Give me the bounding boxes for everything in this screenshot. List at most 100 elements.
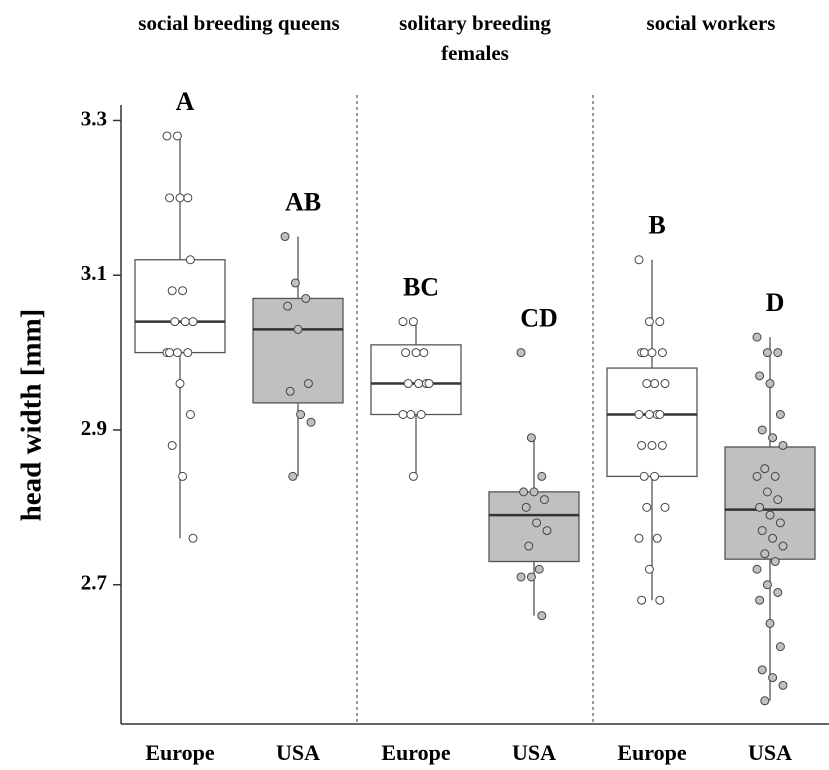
data-point <box>167 440 177 450</box>
data-point <box>647 348 657 358</box>
data-point <box>542 526 552 536</box>
data-point <box>180 317 190 327</box>
data-point <box>534 564 544 574</box>
data-point <box>398 410 408 419</box>
data-point <box>519 487 529 497</box>
data-point <box>770 471 780 481</box>
data-point <box>185 410 195 419</box>
data-point <box>411 348 421 358</box>
y-tick-label: 3.3 <box>81 106 107 130</box>
data-point <box>183 193 193 203</box>
data-point <box>778 541 788 551</box>
data-point <box>755 595 765 605</box>
data-point <box>172 348 182 358</box>
data-point <box>416 410 426 419</box>
data-point <box>537 611 547 621</box>
data-point <box>773 587 783 597</box>
data-point <box>775 642 785 652</box>
data-point <box>765 618 775 628</box>
data-point <box>521 502 531 512</box>
data-point <box>775 518 785 528</box>
data-point <box>634 533 644 543</box>
data-point <box>778 440 788 450</box>
data-point <box>762 580 772 590</box>
data-point <box>639 348 649 358</box>
data-point <box>288 471 298 481</box>
data-point <box>424 379 434 389</box>
data-point <box>162 131 172 141</box>
data-point <box>757 665 767 675</box>
data-point <box>765 510 775 520</box>
data-point <box>280 232 290 242</box>
data-point <box>657 440 667 450</box>
data-point <box>285 386 295 396</box>
data-point <box>172 131 182 141</box>
data-point <box>526 572 536 582</box>
data-point <box>778 680 788 690</box>
data-point <box>655 410 665 419</box>
x-tick-label: USA <box>512 740 556 765</box>
data-point <box>775 410 785 419</box>
data-point <box>516 348 526 358</box>
data-point <box>757 526 767 536</box>
box <box>370 344 462 416</box>
data-point <box>306 417 316 427</box>
data-point <box>768 433 778 443</box>
data-point <box>178 471 188 481</box>
data-point <box>185 255 195 265</box>
data-point <box>760 696 770 706</box>
data-point <box>634 410 644 419</box>
significance-letter: D <box>766 288 785 317</box>
data-point <box>526 433 536 443</box>
data-point <box>755 502 765 512</box>
data-point <box>408 471 418 481</box>
data-point <box>634 255 644 265</box>
data-point <box>660 379 670 389</box>
data-point <box>175 193 185 203</box>
data-point <box>516 572 526 582</box>
data-point <box>637 595 647 605</box>
data-point <box>283 301 293 311</box>
data-point <box>642 502 652 512</box>
data-point <box>290 278 300 288</box>
data-point <box>296 410 306 419</box>
data-point <box>642 379 652 389</box>
data-point <box>170 317 180 327</box>
data-point <box>644 317 654 327</box>
box <box>252 297 344 404</box>
data-point <box>768 673 778 683</box>
data-point <box>408 317 418 327</box>
group-label: solitary breeding females <box>399 11 551 65</box>
y-tick-label: 2.7 <box>81 571 107 595</box>
data-point <box>762 487 772 497</box>
data-point <box>644 564 654 574</box>
y-axis-label: head width [mm] <box>16 309 48 522</box>
data-point <box>529 487 539 497</box>
y-tick-label: 2.9 <box>81 416 107 440</box>
data-point <box>167 286 177 296</box>
data-point <box>652 533 662 543</box>
data-point <box>760 549 770 559</box>
data-point <box>644 410 654 419</box>
data-point <box>188 317 198 327</box>
data-point <box>647 440 657 450</box>
x-tick-label: USA <box>276 740 320 765</box>
x-tick-label: Europe <box>145 740 215 765</box>
data-point <box>773 348 783 358</box>
data-point <box>537 471 547 481</box>
data-point <box>183 348 193 358</box>
significance-letter: A <box>176 87 195 116</box>
data-point <box>765 379 775 389</box>
x-tick-label: Europe <box>617 740 687 765</box>
data-point <box>419 348 429 358</box>
data-point <box>303 379 313 389</box>
data-point <box>403 379 413 389</box>
data-point <box>539 495 549 505</box>
data-point <box>650 471 660 481</box>
data-point <box>401 348 411 358</box>
data-point <box>532 518 542 528</box>
data-point <box>406 410 416 419</box>
data-point <box>414 379 424 389</box>
